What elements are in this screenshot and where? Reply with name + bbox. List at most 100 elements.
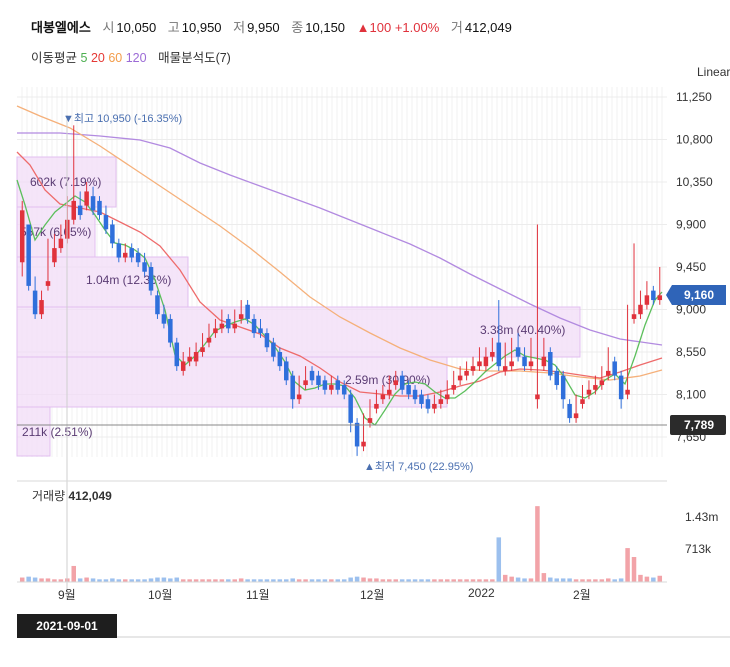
volume-value: 412,049 bbox=[464, 20, 512, 35]
volume-bar bbox=[470, 579, 476, 582]
price-summary: 대봉엘에스 시 10,050 고 10,950 저 9,950 종 10,150 ▲10… bbox=[31, 17, 520, 36]
volume-bar bbox=[284, 579, 289, 582]
volume-bar bbox=[335, 579, 341, 582]
candle-body bbox=[496, 342, 502, 367]
ma60-label[interactable]: 60 bbox=[108, 51, 123, 65]
volume-bar bbox=[142, 579, 147, 582]
volume-bar bbox=[631, 557, 637, 582]
moving-average-label[interactable]: 이동평균 bbox=[31, 51, 78, 65]
volume-profile-label[interactable]: 매물분석도(7) bbox=[158, 51, 231, 65]
candle-body bbox=[206, 337, 212, 343]
volume-bar bbox=[135, 579, 141, 582]
candle-body bbox=[148, 267, 154, 291]
change-value: ▲100 +1.00% bbox=[356, 20, 440, 35]
volume-bar bbox=[509, 576, 514, 582]
volume-bar bbox=[84, 577, 89, 582]
candle-body bbox=[123, 252, 128, 258]
candle-body bbox=[618, 375, 624, 400]
volume-bar bbox=[213, 579, 218, 582]
candle-body bbox=[26, 224, 31, 286]
candle-body bbox=[509, 361, 514, 367]
candle-body bbox=[374, 403, 379, 409]
ma5-label[interactable]: 5 bbox=[80, 51, 88, 65]
volume-profile-label: 602k (7.19%) bbox=[30, 175, 101, 189]
volume-bar bbox=[606, 578, 611, 582]
x-label-2022: 2022 bbox=[468, 586, 495, 600]
candle-body bbox=[393, 380, 398, 386]
candle-body bbox=[548, 352, 553, 376]
candle-body bbox=[219, 323, 225, 329]
volume-bar bbox=[477, 579, 482, 582]
candle-body bbox=[213, 328, 218, 334]
volume-bar bbox=[290, 578, 295, 582]
volume-tick-label: 713k bbox=[685, 542, 712, 556]
ma120-label[interactable]: 120 bbox=[125, 51, 147, 65]
candle-body bbox=[657, 295, 663, 301]
volume-bar bbox=[26, 576, 31, 582]
volume-bar bbox=[412, 579, 418, 582]
volume-bar bbox=[612, 579, 617, 582]
candle-body bbox=[567, 403, 572, 419]
candle-body bbox=[200, 347, 205, 352]
x-label-dec: 12월 bbox=[360, 588, 385, 602]
volume-bar bbox=[193, 579, 199, 582]
candle-body bbox=[412, 389, 418, 400]
candle-body bbox=[502, 366, 508, 371]
candle-body bbox=[354, 422, 360, 447]
volume-bar bbox=[277, 579, 283, 582]
candle-body bbox=[155, 295, 160, 315]
candle-body bbox=[541, 356, 547, 367]
candle-body bbox=[161, 314, 167, 324]
candle-body bbox=[387, 389, 392, 395]
volume-bar bbox=[464, 579, 469, 582]
candle-body bbox=[258, 328, 263, 334]
volume-bar bbox=[155, 577, 160, 582]
low-label: 저 bbox=[233, 20, 246, 35]
volume-bar bbox=[303, 579, 308, 582]
volume-bar bbox=[348, 577, 353, 582]
open-value: 10,050 bbox=[116, 20, 157, 35]
volume-bar bbox=[97, 579, 102, 582]
volume-bar bbox=[393, 579, 398, 582]
volume-bar bbox=[651, 577, 656, 582]
volume-profile-label: 1.04m (12.36%) bbox=[86, 273, 171, 287]
volume-bar bbox=[618, 578, 624, 582]
close-value: 10,150 bbox=[305, 20, 346, 35]
candle-body bbox=[238, 314, 244, 319]
candle-body bbox=[71, 200, 76, 220]
candle-body bbox=[39, 300, 44, 315]
x-label-feb: 2월 bbox=[573, 588, 591, 602]
volume-panel-value: 412,049 bbox=[68, 489, 112, 503]
volume-panel-label: 거래량 412,049 bbox=[32, 489, 112, 503]
volume-bar bbox=[560, 578, 566, 582]
candle-body bbox=[470, 366, 476, 371]
candle-body bbox=[277, 352, 283, 367]
scale-label: Linear bbox=[697, 65, 730, 79]
volume-bar bbox=[329, 579, 334, 582]
current-price-tag bbox=[666, 285, 726, 305]
volume-bar bbox=[573, 579, 579, 582]
candle-body bbox=[425, 399, 431, 409]
volume-bar bbox=[187, 579, 192, 582]
indicator-legend: 이동평균 5 20 60 120 매물분석도(7) bbox=[31, 47, 231, 66]
volume-bar bbox=[580, 579, 585, 582]
volume-bar bbox=[245, 579, 250, 582]
candle-body bbox=[341, 385, 347, 395]
candle-body bbox=[251, 318, 257, 334]
volume-bar bbox=[90, 578, 96, 582]
x-label-nov: 11월 bbox=[246, 588, 270, 602]
candle-body bbox=[135, 252, 141, 263]
candle-body bbox=[399, 375, 405, 390]
volume-bar bbox=[445, 579, 450, 582]
volume-bar bbox=[226, 579, 231, 582]
candle-body bbox=[451, 385, 456, 390]
volume-bar bbox=[322, 579, 328, 582]
quote-header: 대봉엘에스 시 10,050 고 10,950 저 9,950 종 10,150 ▲10… bbox=[0, 0, 730, 70]
volume-bar bbox=[200, 579, 205, 582]
ma20-label[interactable]: 20 bbox=[90, 51, 105, 65]
volume-profile-bar bbox=[16, 356, 448, 408]
volume-bar bbox=[52, 579, 57, 582]
volume-bar bbox=[432, 579, 437, 582]
x-label-sep: 9월 bbox=[58, 588, 76, 602]
